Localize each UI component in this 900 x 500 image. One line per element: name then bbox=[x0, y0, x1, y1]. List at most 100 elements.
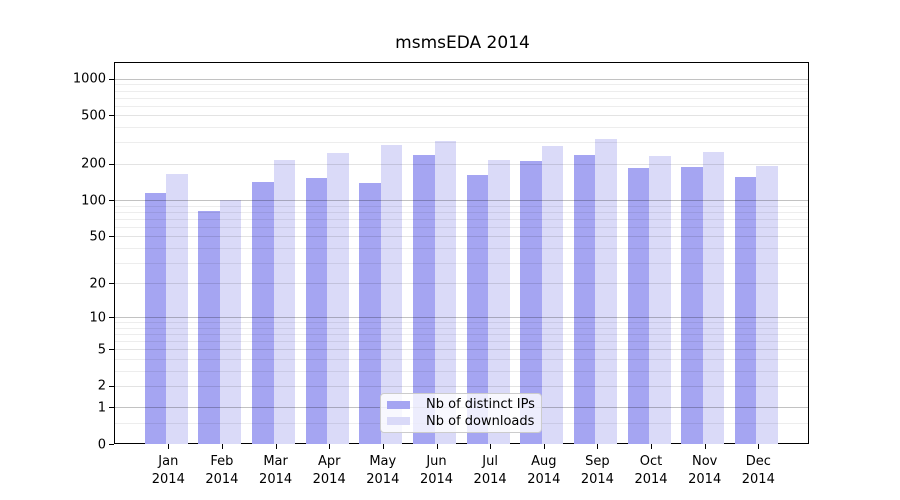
minor-gridline-7 bbox=[115, 334, 809, 336]
x-tick-mark-mar bbox=[275, 444, 277, 449]
minor-gridline-9 bbox=[115, 322, 809, 324]
x-tick-mark-jun bbox=[436, 444, 438, 449]
bar-downloads-oct bbox=[649, 155, 671, 444]
chart-title: msmsEDA 2014 bbox=[395, 33, 530, 53]
x-tick-mark-aug bbox=[543, 444, 545, 449]
y-tick-mark-0 bbox=[109, 444, 114, 445]
gridline-5 bbox=[115, 349, 809, 351]
x-label-month: Feb bbox=[210, 454, 234, 469]
x-tick-mark-may bbox=[382, 444, 384, 449]
y-tick-label-0: 0 bbox=[97, 437, 106, 452]
y-tick-label-10: 10 bbox=[89, 310, 106, 326]
x-label-month: May bbox=[369, 454, 397, 469]
x-label-month: Jul bbox=[482, 454, 498, 469]
bar-ips-may bbox=[359, 182, 381, 444]
minor-gridline-40 bbox=[115, 247, 809, 249]
gridline-1000 bbox=[115, 78, 809, 80]
bar-ips-oct bbox=[627, 168, 649, 444]
x-label-month: Apr bbox=[317, 454, 341, 469]
gridline-500 bbox=[115, 115, 809, 117]
x-label-month: Jan bbox=[158, 454, 179, 469]
bar-downloads-aug bbox=[541, 146, 564, 444]
gridline-100 bbox=[115, 200, 809, 202]
y-tick-mark-2 bbox=[109, 385, 114, 387]
bar-ips-aug bbox=[520, 160, 542, 444]
legend-label-downloads: Nb of downloads bbox=[426, 413, 535, 429]
x-label-year: 2014 bbox=[580, 472, 614, 487]
plot-area-frame bbox=[114, 62, 809, 444]
x-tick-label-jul: Jul 2014 bbox=[458, 453, 522, 489]
gridline-10 bbox=[115, 317, 809, 319]
x-tick-label-mar: Mar 2014 bbox=[244, 453, 308, 489]
bar-downloads-feb bbox=[219, 200, 242, 444]
x-label-year: 2014 bbox=[259, 472, 293, 487]
minor-gridline-80 bbox=[115, 211, 809, 213]
legend-swatch-downloads bbox=[387, 417, 410, 426]
x-tick-label-sep: Sep 2014 bbox=[565, 453, 629, 489]
x-tick-label-jan: Jan 2014 bbox=[136, 453, 200, 489]
minor-gridline-30 bbox=[115, 262, 809, 264]
x-label-month: Dec bbox=[745, 454, 771, 469]
bar-ips-nov bbox=[681, 166, 703, 444]
minor-gridline-8 bbox=[115, 327, 809, 329]
x-tick-label-apr: Apr 2014 bbox=[297, 453, 361, 489]
x-tick-label-nov: Nov 2014 bbox=[673, 453, 737, 489]
x-label-year: 2014 bbox=[419, 472, 454, 487]
x-tick-mark-dec bbox=[758, 444, 760, 449]
minor-gridline-6 bbox=[115, 341, 809, 343]
y-tick-mark-10 bbox=[109, 317, 114, 319]
x-tick-mark-feb bbox=[221, 444, 223, 449]
y-tick-label-1000: 1000 bbox=[72, 71, 106, 87]
bar-ips-jan bbox=[144, 193, 167, 444]
x-label-year: 2014 bbox=[527, 472, 561, 487]
bar-ips-sep bbox=[573, 155, 596, 444]
y-tick-label-500: 500 bbox=[81, 108, 106, 124]
x-label-year: 2014 bbox=[205, 472, 239, 487]
bar-downloads-sep bbox=[595, 139, 617, 444]
x-tick-mark-jan bbox=[168, 444, 170, 449]
minor-gridline-700 bbox=[115, 97, 809, 99]
minor-gridline-4 bbox=[115, 358, 809, 360]
x-label-month: Sep bbox=[585, 454, 610, 469]
chart-legend: Nb of distinct IPs Nb of downloads bbox=[380, 393, 542, 433]
x-tick-label-dec: Dec 2014 bbox=[726, 453, 790, 489]
y-tick-mark-500 bbox=[109, 115, 114, 117]
bar-downloads-jan bbox=[166, 174, 188, 444]
minor-gridline-3 bbox=[115, 370, 809, 372]
bar-ips-jul bbox=[466, 175, 489, 444]
x-label-year: 2014 bbox=[634, 472, 668, 487]
x-label-month: Aug bbox=[531, 454, 557, 469]
x-label-month: Nov bbox=[692, 454, 718, 469]
y-tick-mark-1000 bbox=[109, 78, 114, 80]
bar-downloads-mar bbox=[273, 160, 296, 444]
minor-gridline-60 bbox=[115, 226, 809, 228]
x-label-year: 2014 bbox=[473, 472, 507, 487]
y-tick-mark-5 bbox=[109, 349, 114, 351]
bar-downloads-may bbox=[380, 145, 403, 444]
y-tick-mark-1 bbox=[109, 407, 114, 409]
minor-gridline-300 bbox=[115, 142, 809, 144]
y-tick-label-1: 1 bbox=[97, 400, 106, 416]
minor-gridline-800 bbox=[115, 90, 809, 92]
y-tick-label-100: 100 bbox=[81, 193, 106, 209]
x-label-month: Mar bbox=[263, 454, 288, 469]
legend-swatch-ips bbox=[387, 400, 410, 409]
bar-downloads-jul bbox=[488, 160, 510, 444]
legend-row-ips: Nb of distinct IPs bbox=[385, 397, 535, 412]
y-tick-label-200: 200 bbox=[81, 156, 106, 172]
x-tick-mark-sep bbox=[597, 444, 599, 449]
bar-downloads-jun bbox=[434, 141, 456, 444]
x-tick-mark-oct bbox=[651, 444, 652, 449]
bar-ips-jun bbox=[413, 155, 435, 444]
bar-ips-mar bbox=[252, 181, 274, 444]
bar-ips-apr bbox=[305, 177, 328, 444]
minor-gridline-400 bbox=[115, 127, 809, 129]
bar-ips-dec bbox=[734, 177, 757, 444]
minor-gridline-900 bbox=[115, 84, 809, 86]
x-tick-label-jun: Jun 2014 bbox=[405, 453, 469, 489]
bar-downloads-nov bbox=[702, 152, 725, 444]
bar-downloads-dec bbox=[756, 165, 778, 444]
y-tick-mark-20 bbox=[109, 283, 114, 285]
x-label-month: Oct bbox=[639, 454, 663, 469]
